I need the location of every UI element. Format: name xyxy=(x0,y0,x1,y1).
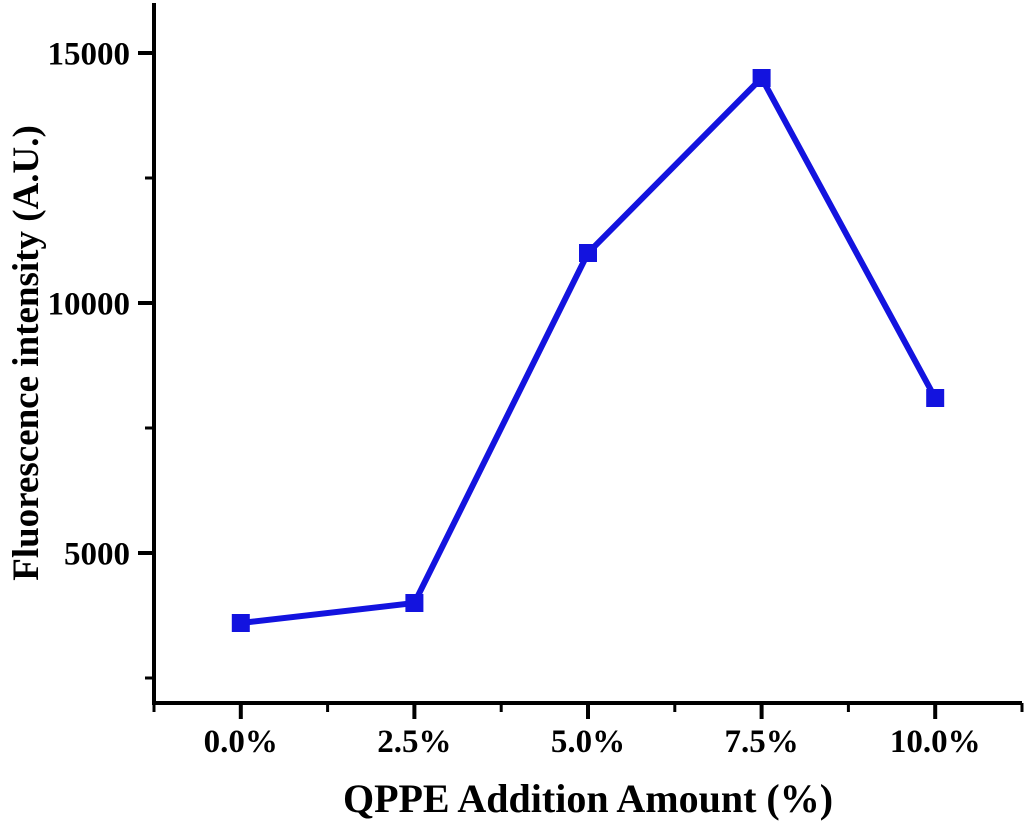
data-point-marker xyxy=(231,614,250,632)
data-point-marker xyxy=(579,244,597,262)
series-line xyxy=(240,73,938,626)
y-tick-label: 10000 xyxy=(48,287,131,323)
x-tick-label: 10.0% xyxy=(890,724,981,760)
x-tick-label: 7.5% xyxy=(724,724,798,760)
y-axis-title: Fluorescence intensity (A.U.) xyxy=(6,125,47,581)
x-tick-label: 0.0% xyxy=(204,724,278,760)
x-axis-title: QPPE Addition Amount (%) xyxy=(343,776,833,821)
x-tick-label: 5.0% xyxy=(551,724,625,760)
y-tick-label: 5000 xyxy=(64,537,130,573)
y-tick-label: 15000 xyxy=(48,37,131,73)
series-layer xyxy=(231,69,945,632)
x-tick-label: 2.5% xyxy=(377,724,451,760)
data-point-marker xyxy=(752,69,771,87)
axes-layer: 5000 10000 15000 0.0% 2.5% 5.0% 7.5% 10.0% xyxy=(48,3,1024,760)
data-point-marker xyxy=(405,594,424,612)
data-point-marker xyxy=(926,389,945,407)
